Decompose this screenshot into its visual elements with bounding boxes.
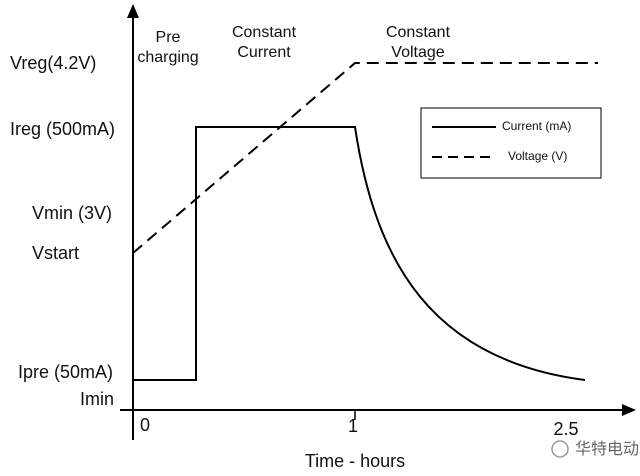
voltage-curve xyxy=(132,62,598,254)
current-curve xyxy=(133,126,586,381)
phase-label: Pre xyxy=(156,29,181,46)
x-label: 0 xyxy=(140,415,150,435)
phase-label: charging xyxy=(137,49,198,66)
y-label: Ireg (500mA) xyxy=(10,119,115,139)
x-label: 1 xyxy=(348,416,358,436)
watermark: 华特电动 xyxy=(575,440,639,458)
phase-label: Constant xyxy=(386,24,451,41)
legend-box xyxy=(420,107,602,179)
phase-label: Current xyxy=(237,44,291,61)
y-label: Ipre (50mA) xyxy=(18,362,113,382)
x-title: Time - hours xyxy=(305,451,405,471)
legend-label: Current (mA) xyxy=(502,119,571,133)
x-label: 2.5 xyxy=(553,419,578,439)
y-label: Vstart xyxy=(32,243,79,263)
y-axis-arrow xyxy=(127,4,139,18)
phase-label: Constant xyxy=(232,24,297,41)
x-axis-arrow xyxy=(622,404,636,416)
watermark-icon xyxy=(551,440,569,458)
y-label: Vmin (3V) xyxy=(32,203,112,223)
phase-label: Voltage xyxy=(391,44,444,61)
legend-label: Voltage (V) xyxy=(508,149,567,163)
y-label: Imin xyxy=(80,389,114,409)
y-label: Vreg(4.2V) xyxy=(10,53,96,73)
